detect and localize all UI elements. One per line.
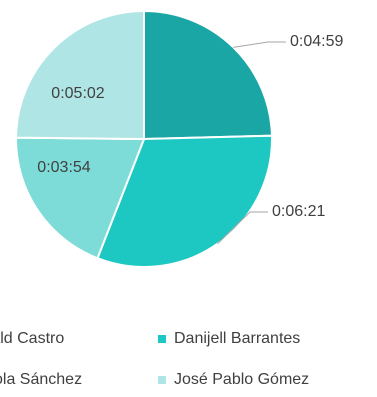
data-label-1: 0:04:59 — [290, 33, 343, 50]
leader-line-2 — [217, 211, 268, 245]
legend-label-2: Danijell Barrantes — [174, 330, 301, 347]
legend-swatch-2 — [158, 335, 166, 343]
legend-item-1: rald Castro — [0, 330, 64, 348]
legend-label-4: José Pablo Gómez — [174, 371, 310, 388]
pie-slice-3 — [15, 136, 146, 260]
pie-slice-4 — [14, 9, 145, 141]
data-label-2: 0:06:21 — [272, 203, 325, 220]
legend-item-3: ola Sánchez — [0, 371, 82, 389]
legend-item-4: José Pablo Gómez — [158, 371, 309, 389]
pie-slices — [14, 9, 273, 268]
legend-label-1: rald Castro — [0, 330, 65, 347]
legend-swatch-4 — [158, 376, 166, 384]
legend-label-3: ola Sánchez — [0, 371, 83, 388]
legend-item-2: Danijell Barrantes — [158, 330, 300, 348]
data-label-3: 0:03:54 — [37, 159, 90, 176]
data-label-4: 0:05:02 — [51, 85, 104, 102]
leader-line-1 — [233, 41, 286, 48]
pie-slice-1 — [143, 9, 273, 141]
